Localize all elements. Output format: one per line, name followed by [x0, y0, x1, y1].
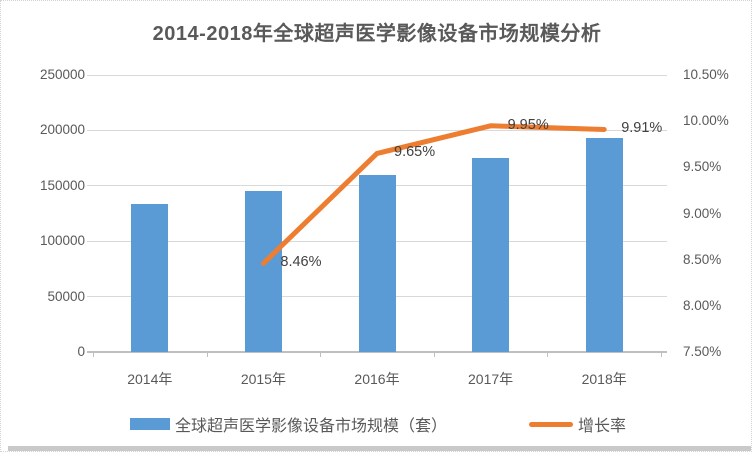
x-axis-label: 2017年 — [468, 371, 514, 387]
legend-line-swatch-icon — [529, 421, 573, 427]
legend-line-label: 增长率 — [578, 418, 627, 435]
legend-bar-label: 全球超声医学影像设备市场规模（套） — [175, 418, 448, 435]
y-axis-left-label: 0 — [77, 344, 85, 359]
y-axis-right-label: 10.50% — [683, 67, 729, 82]
y-axis-left-label: 200000 — [39, 122, 85, 138]
y-axis-right-label: 9.00% — [683, 205, 722, 221]
screenshot-drop-shadow — [8, 446, 751, 451]
x-axis-tick — [547, 352, 549, 357]
y-axis-left-label: 150000 — [39, 177, 85, 193]
legend-bar-swatch-icon — [130, 418, 170, 430]
x-axis-label: 2016年 — [354, 371, 400, 387]
legend-item-growth-rate: 增长率 — [529, 416, 626, 435]
y-axis-right-label: 8.50% — [683, 251, 722, 267]
y-axis-left-label: 100000 — [39, 233, 85, 249]
bar-2016年 — [358, 175, 396, 352]
x-axis-tick — [661, 352, 662, 357]
y-axis-right-label: 7.50% — [683, 344, 722, 359]
chart-title: 2014-2018年全球超声医学影像设备市场规模分析 — [152, 23, 602, 45]
x-axis-tick — [206, 352, 208, 357]
y-axis-right-label: 9.50% — [683, 159, 722, 175]
x-axis-label: 2014年 — [127, 371, 173, 387]
bar-2017年 — [472, 157, 510, 352]
x-axis-tick — [93, 352, 94, 357]
bar-2014年 — [131, 203, 169, 352]
data-label: 9.91% — [621, 120, 663, 137]
gridline — [87, 74, 667, 76]
bar-2015年 — [244, 191, 282, 352]
gridline — [87, 129, 667, 131]
bar-2018年 — [585, 138, 623, 352]
x-axis-label: 2015年 — [240, 371, 286, 387]
legend-item-market-size: 全球超声医学影像设备市场规模（套） — [130, 416, 447, 435]
data-label: 8.46% — [280, 254, 322, 271]
data-label: 9.65% — [394, 144, 436, 161]
x-axis-tick — [433, 352, 435, 357]
y-axis-left-label: 50000 — [47, 288, 85, 304]
x-axis-label: 2018年 — [581, 371, 627, 387]
x-axis-line — [87, 351, 667, 353]
x-axis-tick — [320, 352, 322, 357]
data-label: 9.95% — [507, 116, 549, 133]
y-axis-right-label: 8.00% — [683, 297, 722, 313]
y-axis-right-label: 10.00% — [683, 113, 729, 129]
y-axis-left-label: 250000 — [39, 67, 85, 82]
